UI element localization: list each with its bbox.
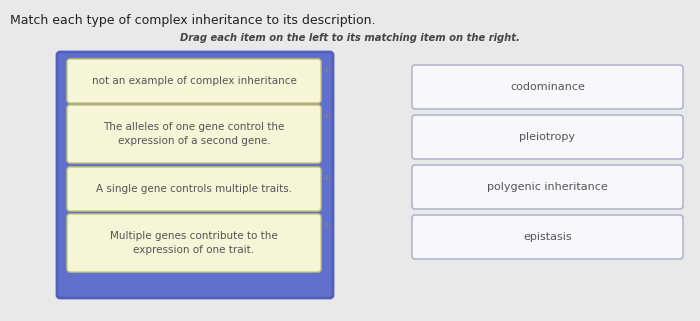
Text: codominance: codominance bbox=[510, 82, 585, 92]
Text: +: + bbox=[322, 221, 330, 230]
Text: Drag each item on the left to its matching item on the right.: Drag each item on the left to its matchi… bbox=[180, 33, 520, 43]
Text: Multiple genes contribute to the
expression of one trait.: Multiple genes contribute to the express… bbox=[110, 231, 278, 255]
FancyBboxPatch shape bbox=[57, 52, 333, 298]
Text: epistasis: epistasis bbox=[523, 232, 572, 242]
Text: The alleles of one gene control the
expression of a second gene.: The alleles of one gene control the expr… bbox=[104, 122, 285, 146]
Text: +: + bbox=[322, 174, 330, 183]
FancyBboxPatch shape bbox=[412, 115, 683, 159]
Text: polygenic inheritance: polygenic inheritance bbox=[487, 182, 608, 192]
FancyBboxPatch shape bbox=[67, 214, 321, 272]
FancyBboxPatch shape bbox=[412, 65, 683, 109]
FancyBboxPatch shape bbox=[412, 215, 683, 259]
FancyBboxPatch shape bbox=[412, 165, 683, 209]
Text: not an example of complex inheritance: not an example of complex inheritance bbox=[92, 76, 296, 86]
FancyBboxPatch shape bbox=[67, 59, 321, 103]
FancyBboxPatch shape bbox=[67, 105, 321, 163]
Text: +: + bbox=[322, 66, 330, 75]
Text: +: + bbox=[322, 112, 330, 121]
Text: pleiotropy: pleiotropy bbox=[519, 132, 575, 142]
Text: A single gene controls multiple traits.: A single gene controls multiple traits. bbox=[96, 184, 292, 194]
Text: Match each type of complex inheritance to its description.: Match each type of complex inheritance t… bbox=[10, 14, 375, 27]
FancyBboxPatch shape bbox=[67, 167, 321, 211]
